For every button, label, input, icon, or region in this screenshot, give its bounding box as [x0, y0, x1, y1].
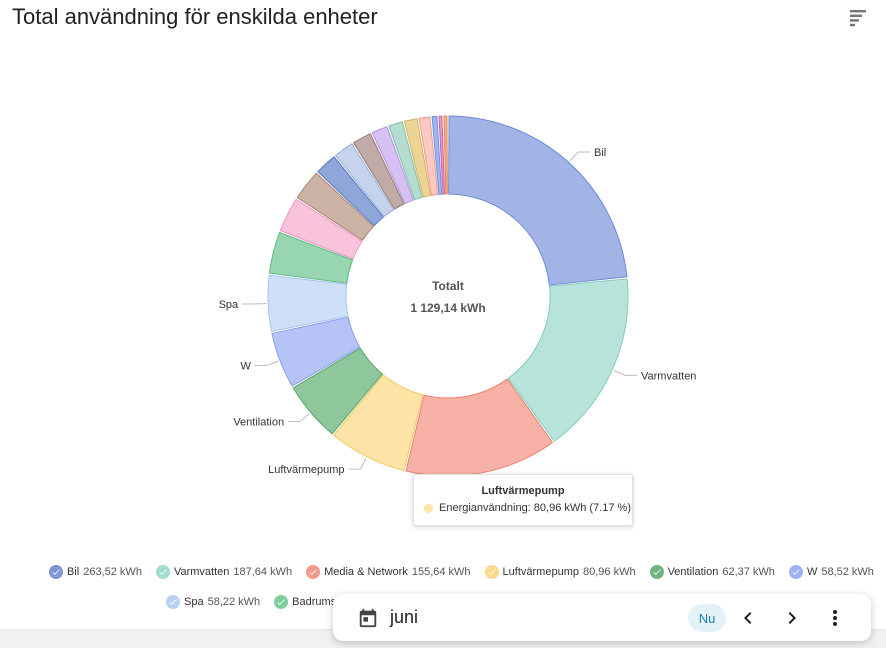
slice-label: Varmvatten [641, 370, 696, 382]
legend-item[interactable]: Luftvärmepump 80,96 kWh [485, 565, 636, 579]
legend-label: Luftvärmepump [503, 566, 579, 578]
legend-item[interactable]: Spa 58,22 kWh [166, 595, 260, 609]
legend-label: Bil [67, 566, 79, 578]
donut-center-value: 1 129,14 kWh [410, 301, 485, 315]
legend-row-2: Spa 58,22 kWh Badrums [166, 595, 354, 609]
period-label[interactable]: juni [390, 607, 418, 628]
checkmark-icon [49, 565, 63, 579]
checkmark-icon [156, 565, 170, 579]
slice-label: Ventilation [233, 417, 284, 429]
legend-value: 263,52 kWh [83, 566, 142, 578]
checkmark-icon [274, 595, 288, 609]
legend-value: 58,52 kWh [821, 566, 874, 578]
label-leader-line [255, 361, 278, 365]
slice-label: Spa [219, 299, 239, 311]
checkmark-icon [166, 595, 180, 609]
label-leader-line [614, 370, 637, 375]
legend-value: 155,64 kWh [412, 566, 471, 578]
slice-label: Luftvärmepump [268, 464, 344, 476]
date-selector-bar: juni Nu [333, 594, 871, 641]
energy-card: Total användning för enskilda enheter Bi… [0, 0, 886, 629]
legend-value: 58,22 kWh [208, 596, 261, 608]
slice-label: W [241, 361, 252, 373]
now-button[interactable]: Nu [688, 604, 726, 632]
checkmark-icon [789, 565, 803, 579]
checkmark-icon [650, 565, 664, 579]
chevron-right-icon[interactable] [780, 606, 804, 630]
legend-value: 80,96 kWh [583, 566, 636, 578]
tooltip-row: Energianvändning: 80,96 kWh (7.17 %) [424, 502, 631, 514]
slice-label: Bil [594, 147, 606, 159]
calendar-icon[interactable] [357, 607, 379, 629]
chart-tooltip: Luftvärmepump Energianvändning: 80,96 kW… [413, 474, 633, 526]
legend-value: 187,64 kWh [233, 566, 292, 578]
label-leader-line [570, 152, 590, 161]
legend-label: Spa [184, 596, 204, 608]
legend-label: Varmvatten [174, 566, 229, 578]
legend-row-1: Bil 263,52 kWh Varmvatten 187,64 kWh Media &… [49, 565, 886, 579]
legend-label: W [807, 566, 817, 578]
tooltip-title: Luftvärmepump [414, 485, 632, 497]
label-leader-line [288, 414, 309, 422]
donut-center-title: Totalt [432, 279, 464, 293]
label-leader-line [349, 458, 366, 469]
legend-item[interactable]: Varmvatten 187,64 kWh [156, 565, 292, 579]
legend-label: Ventilation [668, 566, 719, 578]
legend-item[interactable]: W 58,52 kWh [789, 565, 874, 579]
legend-item[interactable]: Bil 263,52 kWh [49, 565, 142, 579]
checkmark-icon [306, 565, 320, 579]
legend-label: Media & Network [324, 566, 408, 578]
legend-item[interactable]: Media & Network 155,64 kWh [306, 565, 470, 579]
tooltip-color-dot [424, 504, 433, 513]
tooltip-text: Energianvändning: 80,96 kWh (7.17 %) [439, 502, 631, 514]
chevron-left-icon[interactable] [736, 606, 760, 630]
donut-slice-bil[interactable] [449, 116, 627, 285]
more-vertical-icon[interactable] [823, 606, 847, 630]
legend-value: 62,37 kWh [722, 566, 775, 578]
legend-item[interactable]: Badrums [274, 595, 340, 609]
checkmark-icon [485, 565, 499, 579]
legend-label: Badrums [292, 596, 336, 608]
